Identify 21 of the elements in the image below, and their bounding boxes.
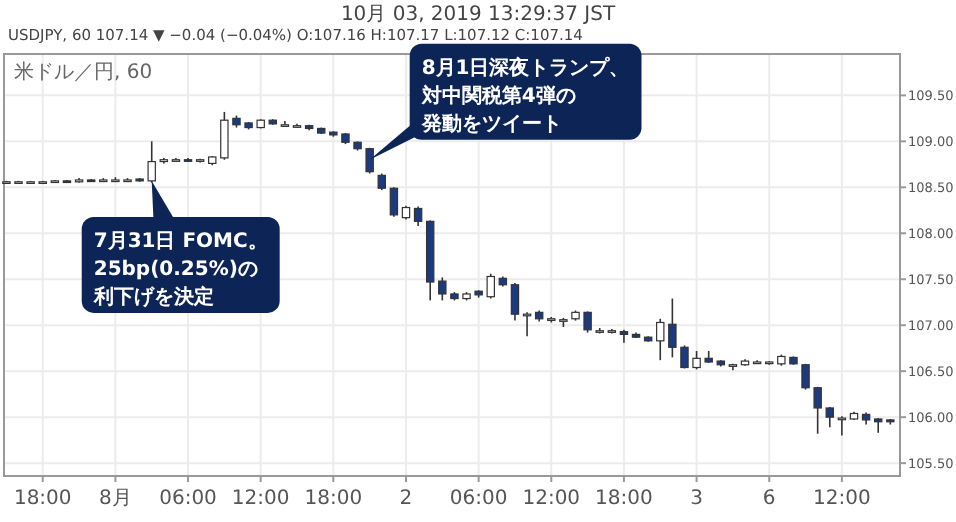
chart-title: 10月 03, 2019 13:29:37 JST — [340, 4, 617, 26]
x-tick-label: 2 — [399, 488, 413, 510]
annotation: 7月31日 FOMC。25bp(0.25%)の利下げを決定 — [91, 230, 268, 309]
candlestick — [510, 282, 520, 322]
x-tick-label: 18:00 — [13, 488, 72, 510]
candlestick — [389, 186, 399, 218]
x-tick-label: 18:00 — [595, 488, 653, 510]
legend-title: 米ドル／円, 60 — [14, 60, 153, 84]
x-tick-label: 06:00 — [449, 488, 508, 510]
candlestick — [873, 417, 883, 434]
x-tick-label: 12:00 — [813, 488, 871, 510]
annotation: 8月1日深夜トランプ、対中関税第4弾の発動をツイート — [419, 55, 630, 136]
x-tick-label: 12:00 — [231, 488, 290, 510]
x-tick-label: 6 — [762, 488, 776, 510]
x-tick-label: 12:00 — [522, 488, 581, 510]
x-tick-label: 3 — [690, 488, 703, 510]
x-tick-label: 8月 — [99, 488, 132, 510]
x-tick-label: 18:00 — [304, 488, 363, 510]
candlestick — [413, 205, 423, 227]
x-tick-label: 06:00 — [159, 488, 217, 510]
candlestick — [837, 415, 847, 437]
